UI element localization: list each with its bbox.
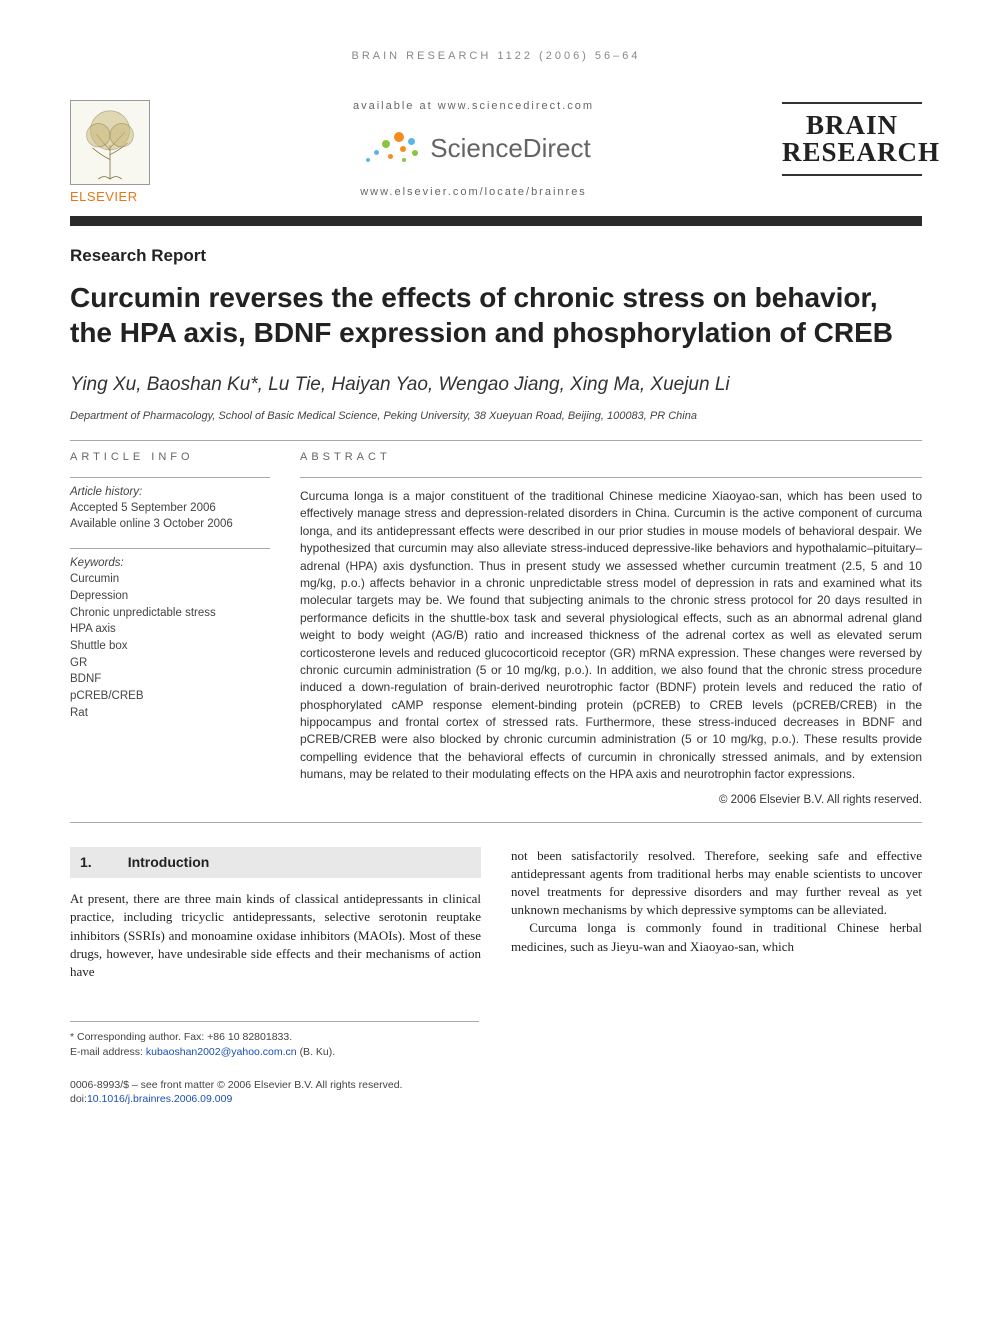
body-columns: 1. Introduction At present, there are th… <box>70 847 922 982</box>
masthead-center: available at www.sciencedirect.com Scien… <box>165 92 782 216</box>
doi-label: doi: <box>70 1093 87 1105</box>
abstract-text: Curcuma longa is a major constituent of … <box>300 477 922 784</box>
journal-logo: BRAIN RESEARCH <box>782 92 922 176</box>
affiliation: Department of Pharmacology, School of Ba… <box>70 410 922 441</box>
sciencedirect-dots-icon <box>356 128 426 168</box>
corr-email-suffix: (B. Ku). <box>300 1046 336 1058</box>
info-abstract-row: ARTICLE INFO Article history: Accepted 5… <box>70 451 922 823</box>
body-paragraph: At present, there are three main kinds o… <box>70 890 481 981</box>
masthead: ELSEVIER available at www.sciencedirect.… <box>70 92 922 226</box>
article-history-label: Article history: <box>70 477 270 498</box>
footer-meta: 0006-8993/$ – see front matter © 2006 El… <box>70 1078 922 1107</box>
keyword: BDNF <box>70 671 270 688</box>
corr-author-label: * Corresponding author. <box>70 1031 181 1043</box>
journal-title-line1: BRAIN <box>782 112 922 139</box>
page: BRAIN RESEARCH 1122 (2006) 56–64 ELSEVIE… <box>0 0 992 1323</box>
corresponding-author-footer: * Corresponding author. Fax: +86 10 8280… <box>70 1021 479 1059</box>
publisher-logo: ELSEVIER <box>70 92 165 204</box>
email-label: E-mail address: <box>70 1046 143 1058</box>
keyword: HPA axis <box>70 621 270 638</box>
keywords-block: Keywords: Curcumin Depression Chronic un… <box>70 548 270 721</box>
abstract-heading: ABSTRACT <box>300 451 922 463</box>
sciencedirect-logo: ScienceDirect <box>356 128 590 168</box>
keyword: GR <box>70 655 270 672</box>
body-column-left: 1. Introduction At present, there are th… <box>70 847 481 982</box>
journal-title-box: BRAIN RESEARCH <box>782 102 922 176</box>
section-title: Introduction <box>128 853 210 873</box>
body-column-right: not been satisfactorily resolved. Theref… <box>511 847 922 982</box>
article-type: Research Report <box>70 246 922 266</box>
article-info: ARTICLE INFO Article history: Accepted 5… <box>70 451 270 806</box>
keyword: pCREB/CREB <box>70 688 270 705</box>
corr-email-link[interactable]: kubaoshan2002@yahoo.com.cn <box>146 1046 297 1058</box>
corr-author-fax: Fax: +86 10 82801833. <box>184 1031 292 1043</box>
abstract-column: ABSTRACT Curcuma longa is a major consti… <box>300 451 922 806</box>
doi-link[interactable]: 10.1016/j.brainres.2006.09.009 <box>87 1093 232 1105</box>
keyword: Shuttle box <box>70 638 270 655</box>
keyword: Rat <box>70 705 270 722</box>
publisher-name: ELSEVIER <box>70 189 165 204</box>
section-heading-intro: 1. Introduction <box>70 847 481 879</box>
elsevier-tree-icon <box>70 100 150 185</box>
abstract-copyright: © 2006 Elsevier B.V. All rights reserved… <box>300 794 922 806</box>
issn-copyright-line: 0006-8993/$ – see front matter © 2006 El… <box>70 1078 922 1093</box>
keywords-label: Keywords: <box>70 557 270 569</box>
sciencedirect-wordmark: ScienceDirect <box>430 133 590 164</box>
journal-title-line2: RESEARCH <box>782 139 922 166</box>
keyword: Curcumin <box>70 571 270 588</box>
keyword: Depression <box>70 588 270 605</box>
article-info-heading: ARTICLE INFO <box>70 451 270 463</box>
body-paragraph: Curcuma longa is commonly found in tradi… <box>511 919 922 955</box>
body-paragraph: not been satisfactorily resolved. Theref… <box>511 847 922 920</box>
running-header: BRAIN RESEARCH 1122 (2006) 56–64 <box>70 50 922 62</box>
article-title: Curcumin reverses the effects of chronic… <box>70 280 922 350</box>
authors-line: Ying Xu, Baoshan Ku*, Lu Tie, Haiyan Yao… <box>70 374 922 396</box>
available-online-date: Available online 3 October 2006 <box>70 516 270 532</box>
journal-url: www.elsevier.com/locate/brainres <box>360 186 587 198</box>
available-at-line: available at www.sciencedirect.com <box>353 100 594 112</box>
accepted-date: Accepted 5 September 2006 <box>70 500 270 516</box>
section-number: 1. <box>80 853 92 873</box>
keyword: Chronic unpredictable stress <box>70 605 270 622</box>
